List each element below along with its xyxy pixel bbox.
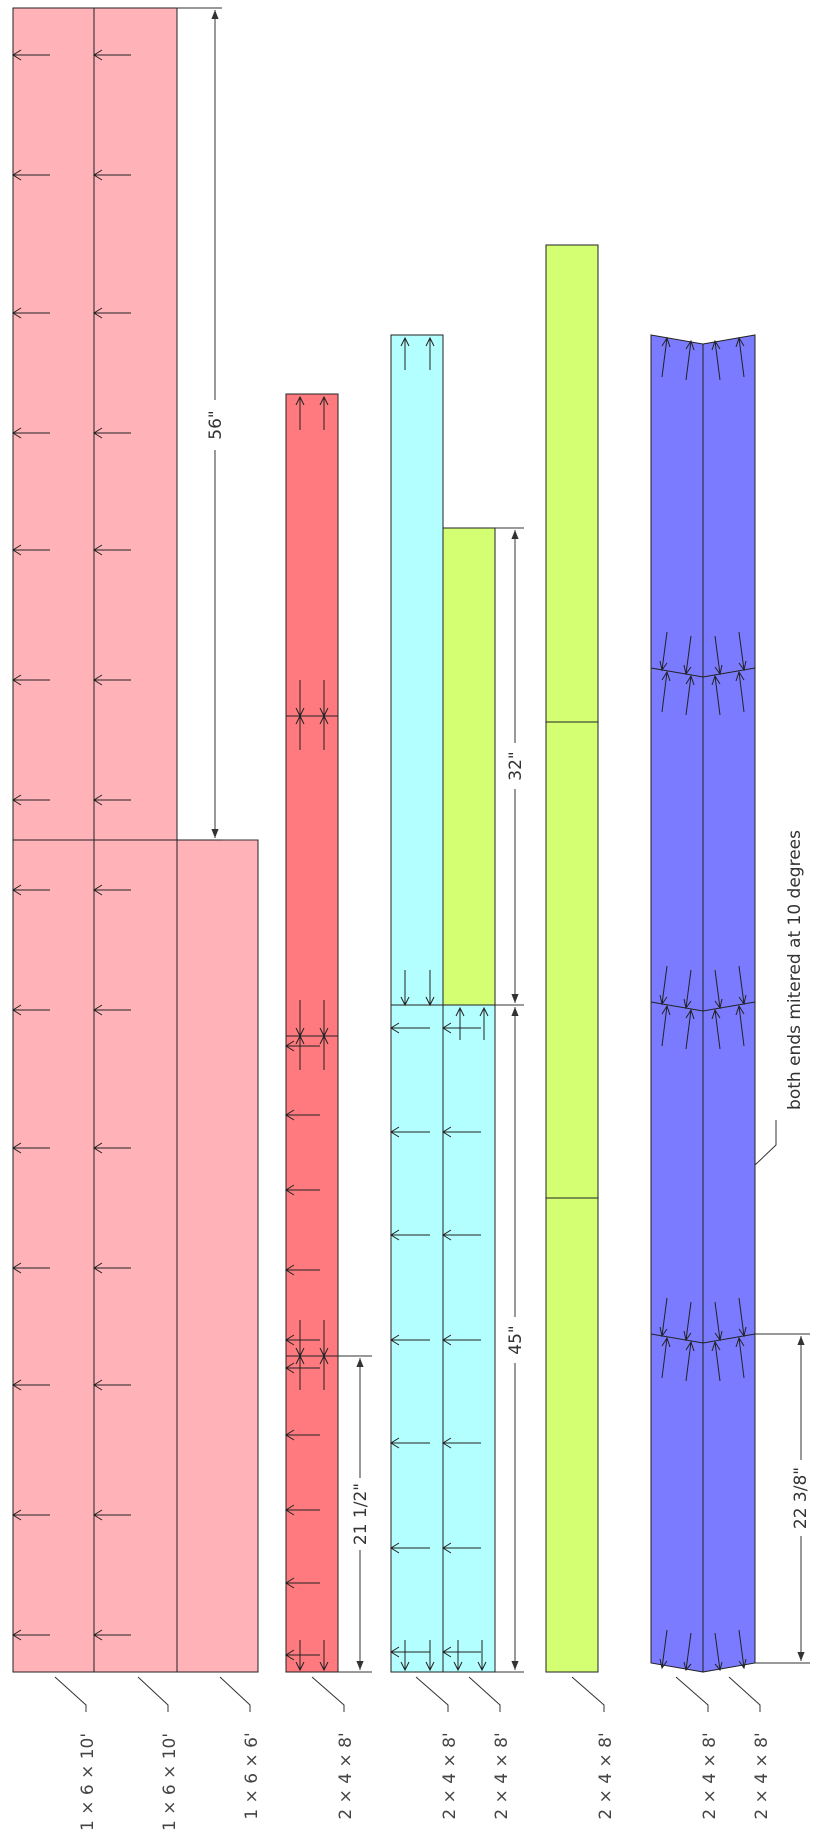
board-2x4-cyan-short xyxy=(442,1004,496,1673)
dimension-45-label: 45" xyxy=(506,1325,526,1354)
label-2x4-cyan-a: 2 × 4 × 8' xyxy=(440,1732,460,1819)
board-1x6-10-a-top xyxy=(12,7,95,841)
label-1x6-10-b: 1 × 6 × 10' xyxy=(160,1733,180,1831)
label-1x6-10-a: 1 × 6 × 10' xyxy=(78,1733,98,1831)
dimension-21-5: 21 1/2" xyxy=(338,1355,372,1673)
nail-arrows-red xyxy=(285,395,329,1672)
board-2x4-blue-group xyxy=(650,334,756,1673)
board-2x4-red xyxy=(285,393,339,1673)
board-1x6-10-a-bottom xyxy=(12,839,95,1673)
board-2x4-cyan-group xyxy=(390,334,496,1673)
dimension-21-5-label: 21 1/2" xyxy=(351,1483,371,1545)
label-2x4-cyan-b: 2 × 4 × 8' xyxy=(492,1732,512,1819)
board-1x6-10-b-top xyxy=(93,7,178,841)
label-2x4-red: 2 × 4 × 8' xyxy=(336,1732,356,1819)
nail-arrows-blue xyxy=(659,336,747,1672)
dimension-56-label: 56" xyxy=(206,410,226,439)
dimension-56: 56" xyxy=(177,7,258,841)
board-labels xyxy=(54,1676,761,1712)
board-1x6-6 xyxy=(176,839,259,1673)
label-2x4-blue-a: 2 × 4 × 8' xyxy=(700,1732,720,1819)
board-1x6-10-b-bottom xyxy=(93,839,178,1673)
miter-note-text: both ends mitered at 10 degrees xyxy=(785,830,805,1110)
board-1x6-group xyxy=(12,7,259,1673)
dimension-22-375-label: 22 3/8" xyxy=(791,1467,811,1529)
dimension-32-label: 32" xyxy=(506,751,526,780)
label-2x4-blue-b: 2 × 4 × 8' xyxy=(752,1732,772,1819)
nail-arrows-1x6 xyxy=(12,49,131,1641)
dimension-32: 32" xyxy=(495,527,527,1006)
board-2x4-lime-full xyxy=(545,244,599,1673)
dimension-45: 45" xyxy=(495,1007,527,1673)
board-2x4-red-rect xyxy=(285,393,339,1673)
board-2x4-lime-rect xyxy=(545,244,599,1673)
label-1x6-6: 1 × 6 × 6' xyxy=(242,1732,262,1819)
board-2x4-lime-short xyxy=(442,527,496,1006)
board-2x4-cyan-long xyxy=(390,334,444,1673)
nail-arrows-cyan xyxy=(390,336,489,1672)
dimension-22-375: 22 3/8" xyxy=(755,1333,813,1664)
label-2x4-lime: 2 × 4 × 8' xyxy=(596,1732,616,1819)
miter-note: both ends mitered at 10 degrees xyxy=(754,830,805,1166)
